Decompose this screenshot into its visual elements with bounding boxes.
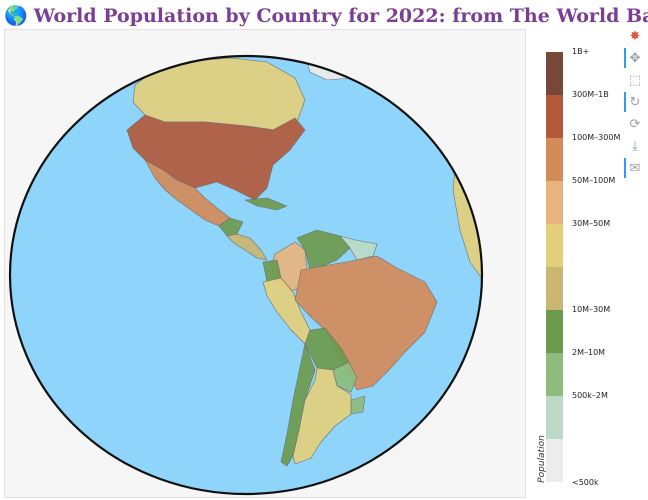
- legend-swatch: [546, 439, 563, 482]
- toolbar: ✸ ✥ ⬚ ↻ ⟳ ⤓ ✉: [622, 26, 648, 186]
- legend-swatch: [546, 396, 563, 439]
- map-plot[interactable]: [4, 29, 526, 498]
- legend-swatch: [546, 353, 563, 396]
- legend-swatch: [546, 138, 563, 181]
- legend-label: 100M–300M: [572, 133, 621, 142]
- legend-label: 10M–30M: [572, 305, 611, 314]
- box-zoom-icon[interactable]: ⬚: [628, 72, 642, 88]
- color-legend: Population 1B+ 300M–1B 100M–300M 50M–100M 30…: [530, 44, 640, 494]
- legend-swatch: [546, 224, 563, 267]
- save-icon[interactable]: ⤓: [632, 138, 638, 154]
- wheel-zoom-icon[interactable]: ↻: [624, 92, 646, 112]
- globe-outline: [8, 54, 484, 496]
- region-brazil[interactable]: [294, 255, 438, 391]
- region-venezuela[interactable]: [296, 229, 351, 271]
- map-title-text: World Population by Country for 2022: fr…: [33, 5, 648, 27]
- region-canada[interactable]: [132, 57, 306, 131]
- legend-label: 50M–100M: [572, 176, 616, 185]
- legend-label: 1B+: [572, 47, 590, 56]
- region-guyana[interactable]: [339, 235, 378, 261]
- region-argentina[interactable]: [292, 367, 352, 465]
- legend-swatch: [546, 95, 563, 138]
- pan-icon[interactable]: ✥: [624, 48, 646, 68]
- region-guatemala[interactable]: [218, 217, 244, 237]
- globe-icon: 🌎: [4, 5, 28, 27]
- region-cuba[interactable]: [244, 197, 288, 211]
- map-title: 🌎 World Population by Country for 2022: f…: [4, 3, 648, 29]
- legend-swatch: [546, 310, 563, 353]
- legend-swatch: [546, 267, 563, 310]
- hover-icon[interactable]: ✉: [624, 158, 646, 178]
- legend-swatch: [546, 181, 563, 224]
- region-chile[interactable]: [280, 343, 316, 467]
- reset-icon[interactable]: ⟳: [629, 116, 641, 132]
- legend-label: 2M–10M: [572, 348, 606, 357]
- legend-label: <500k: [572, 478, 599, 487]
- legend-label: 300M–1B: [572, 90, 609, 99]
- region-central-america[interactable]: [226, 233, 268, 261]
- legend-swatch: [546, 52, 563, 95]
- legend-label: 500k–2M: [572, 391, 608, 400]
- logo-icon[interactable]: ✸: [629, 28, 641, 44]
- map-canvas[interactable]: [5, 30, 525, 497]
- legend-label: 30M–50M: [572, 219, 611, 228]
